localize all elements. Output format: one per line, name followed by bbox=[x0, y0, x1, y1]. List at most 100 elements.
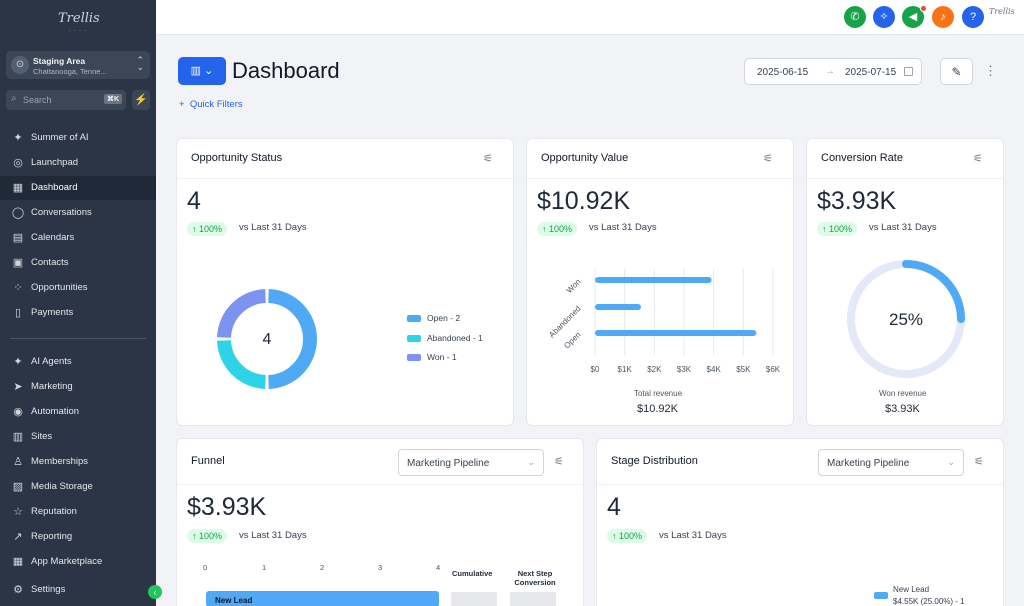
x-tick-label: $6K bbox=[766, 365, 781, 374]
date-to: 2025-07-15 bbox=[845, 67, 897, 78]
card-title: Opportunity Status bbox=[191, 152, 283, 164]
bar-abandoned[interactable] bbox=[595, 304, 641, 310]
gauge-fill bbox=[902, 260, 965, 323]
magic-wand-icon[interactable]: ✧ bbox=[873, 6, 895, 28]
conversion-rate-gauge: 25% bbox=[847, 260, 965, 378]
card-title: Funnel bbox=[191, 455, 225, 467]
sidebar-item-label: Calendars bbox=[31, 232, 75, 243]
bar-won[interactable] bbox=[595, 277, 712, 283]
footer-value: $3.93K bbox=[885, 403, 920, 415]
metric-value: 4 bbox=[607, 493, 621, 521]
card-divider bbox=[597, 484, 1003, 485]
sidebar-item-sites[interactable]: ▥ Sites bbox=[0, 425, 156, 449]
next-step-column-header: Next Step Conversion bbox=[514, 569, 556, 587]
sites-icon: ▥ bbox=[12, 431, 24, 443]
help-icon[interactable]: ? bbox=[962, 6, 984, 28]
sidebar: Trellis · · · · ⊙ Staging Area Chattanoog… bbox=[0, 0, 162, 606]
gauge-value: 25% bbox=[889, 310, 923, 329]
change-badge: ↑ 100% bbox=[537, 222, 578, 236]
chart-icon: ↗ bbox=[13, 531, 23, 543]
sidebar-item-label: Sites bbox=[31, 431, 53, 442]
legend-swatch bbox=[407, 354, 421, 362]
quick-action-bolt-icon[interactable]: ⚡ bbox=[132, 90, 150, 110]
compare-text: vs Last 31 Days bbox=[659, 530, 727, 541]
sidebar-item-opportunities[interactable]: ⁘ Opportunities bbox=[0, 276, 156, 300]
sidebar-item-app-marketplace[interactable]: ▦ App Marketplace bbox=[0, 550, 156, 566]
top-bar: ✆ ✧ ◀ ♪ ? Trellis bbox=[156, 0, 1024, 35]
phone-icon[interactable]: ✆ bbox=[844, 6, 866, 28]
bar-open[interactable] bbox=[595, 330, 757, 336]
cumulative-cell bbox=[451, 592, 497, 606]
sidebar-item-settings[interactable]: ⚙ Settings bbox=[0, 578, 156, 602]
sidebar-item-summer-of-ai[interactable]: ✦ Summer of AI bbox=[0, 126, 156, 150]
legend-item-open: Open - 2 bbox=[407, 313, 460, 323]
pipeline-select[interactable]: Marketing Pipeline ⌄ bbox=[398, 449, 544, 476]
search-shortcut: ⌘K bbox=[103, 94, 122, 104]
notification-dot bbox=[920, 5, 927, 12]
sidebar-item-contacts[interactable]: ▣ Contacts bbox=[0, 251, 156, 275]
sidebar-item-reputation[interactable]: ☆ Reputation bbox=[0, 500, 156, 524]
x-tick-label: $0 bbox=[591, 365, 600, 374]
search-input[interactable]: ⌕ Search ⌘K bbox=[6, 90, 126, 110]
apps-icon: ▦ bbox=[12, 556, 24, 566]
chevron-updown-icon: ⌃ ⌄ bbox=[136, 55, 144, 72]
chat-icon: ◯ bbox=[11, 207, 25, 219]
donut-slice-2[interactable] bbox=[217, 289, 267, 339]
funnel-axis-tick: 1 bbox=[262, 563, 267, 572]
x-tick-label: $3K bbox=[677, 365, 692, 374]
sidebar-item-conversations[interactable]: ◯ Conversations bbox=[0, 201, 156, 225]
compare-text: vs Last 31 Days bbox=[869, 222, 937, 233]
account-avatar[interactable]: Trellis bbox=[989, 7, 1015, 16]
donut-slice-0[interactable] bbox=[267, 289, 317, 389]
sidebar-item-calendars[interactable]: ▤ Calendars bbox=[0, 226, 156, 250]
sidebar-item-label: Summer of AI bbox=[31, 132, 89, 143]
sidebar-item-payments[interactable]: ▯ Payments bbox=[0, 301, 156, 325]
stage-legend-name: New Lead bbox=[893, 585, 930, 594]
card-title: Conversion Rate bbox=[821, 152, 903, 164]
logo-text: Trellis bbox=[58, 11, 100, 26]
donut-slice-1[interactable] bbox=[217, 339, 267, 389]
quick-filters-label: Quick Filters bbox=[189, 99, 243, 110]
legend-item-won: Won - 1 bbox=[407, 352, 457, 362]
sidebar-item-automation[interactable]: ◉ Automation bbox=[0, 400, 156, 424]
y-category-label: Won bbox=[565, 277, 583, 295]
funnel-bar-new-lead: New Lead bbox=[206, 591, 439, 606]
megaphone-icon[interactable]: ◀ bbox=[902, 5, 927, 28]
trellis-logo[interactable]: Trellis · · · · bbox=[58, 11, 100, 34]
legend-label: Won - 1 bbox=[427, 352, 457, 362]
filter-sliders-icon[interactable]: ⚟ bbox=[974, 456, 984, 468]
sidebar-item-reporting[interactable]: ↗ Reporting bbox=[0, 525, 156, 549]
dashboard-switcher-button[interactable]: ▥ ⌄ bbox=[178, 57, 226, 85]
filter-sliders-icon[interactable]: ⚟ bbox=[763, 153, 773, 165]
sidebar-item-label: App Marketplace bbox=[31, 556, 103, 566]
edit-pencil-icon[interactable]: ✎ bbox=[940, 58, 973, 85]
sidebar-collapse-icon[interactable]: ‹ bbox=[148, 585, 162, 599]
pipeline-select[interactable]: Marketing Pipeline ⌄ bbox=[818, 449, 964, 476]
sidebar-item-label: Media Storage bbox=[31, 481, 93, 492]
chevron-down-icon: ⌄ bbox=[527, 457, 535, 467]
filter-sliders-icon[interactable]: ⚟ bbox=[554, 456, 564, 468]
chevron-down-icon: ⌄ bbox=[947, 457, 955, 467]
sidebar-item-marketing[interactable]: ➤ Marketing bbox=[0, 375, 156, 399]
grid-icon: ▦ bbox=[12, 182, 24, 194]
star-icon: ☆ bbox=[13, 506, 23, 518]
sidebar-item-label: Memberships bbox=[31, 456, 89, 467]
sparkle-icon: ✦ bbox=[13, 356, 23, 368]
sidebar-item-media-storage[interactable]: ▨ Media Storage bbox=[0, 475, 156, 499]
filter-sliders-icon[interactable]: ⚟ bbox=[973, 153, 983, 165]
opportunities-icon: ⁘ bbox=[13, 282, 23, 294]
funnel-axis-tick: 0 bbox=[203, 563, 208, 572]
sidebar-item-memberships[interactable]: ♙ Memberships bbox=[0, 450, 156, 474]
automation-icon: ◉ bbox=[13, 406, 23, 418]
more-vertical-icon[interactable]: ⋮ bbox=[984, 63, 997, 78]
sidebar-item-launchpad[interactable]: ◎ Launchpad bbox=[0, 151, 156, 175]
location-switcher[interactable]: ⊙ Staging Area Chattanooga, Tenne... ⌃ ⌄ bbox=[6, 51, 150, 79]
sidebar-item-ai-agents[interactable]: ✦ AI Agents bbox=[0, 350, 156, 374]
stage-distribution-card: Stage Distribution Marketing Pipeline ⌄ … bbox=[596, 438, 1004, 606]
quick-filters-link[interactable]: + Quick Filters bbox=[179, 99, 243, 110]
bell-icon[interactable]: ♪ bbox=[932, 6, 954, 28]
date-range-picker[interactable]: 2025-06-15 → 2025-07-15 bbox=[744, 58, 922, 85]
sidebar-item-dashboard[interactable]: ▦ Dashboard bbox=[0, 176, 156, 200]
legend-swatch bbox=[874, 592, 888, 599]
filter-sliders-icon[interactable]: ⚟ bbox=[483, 153, 493, 165]
